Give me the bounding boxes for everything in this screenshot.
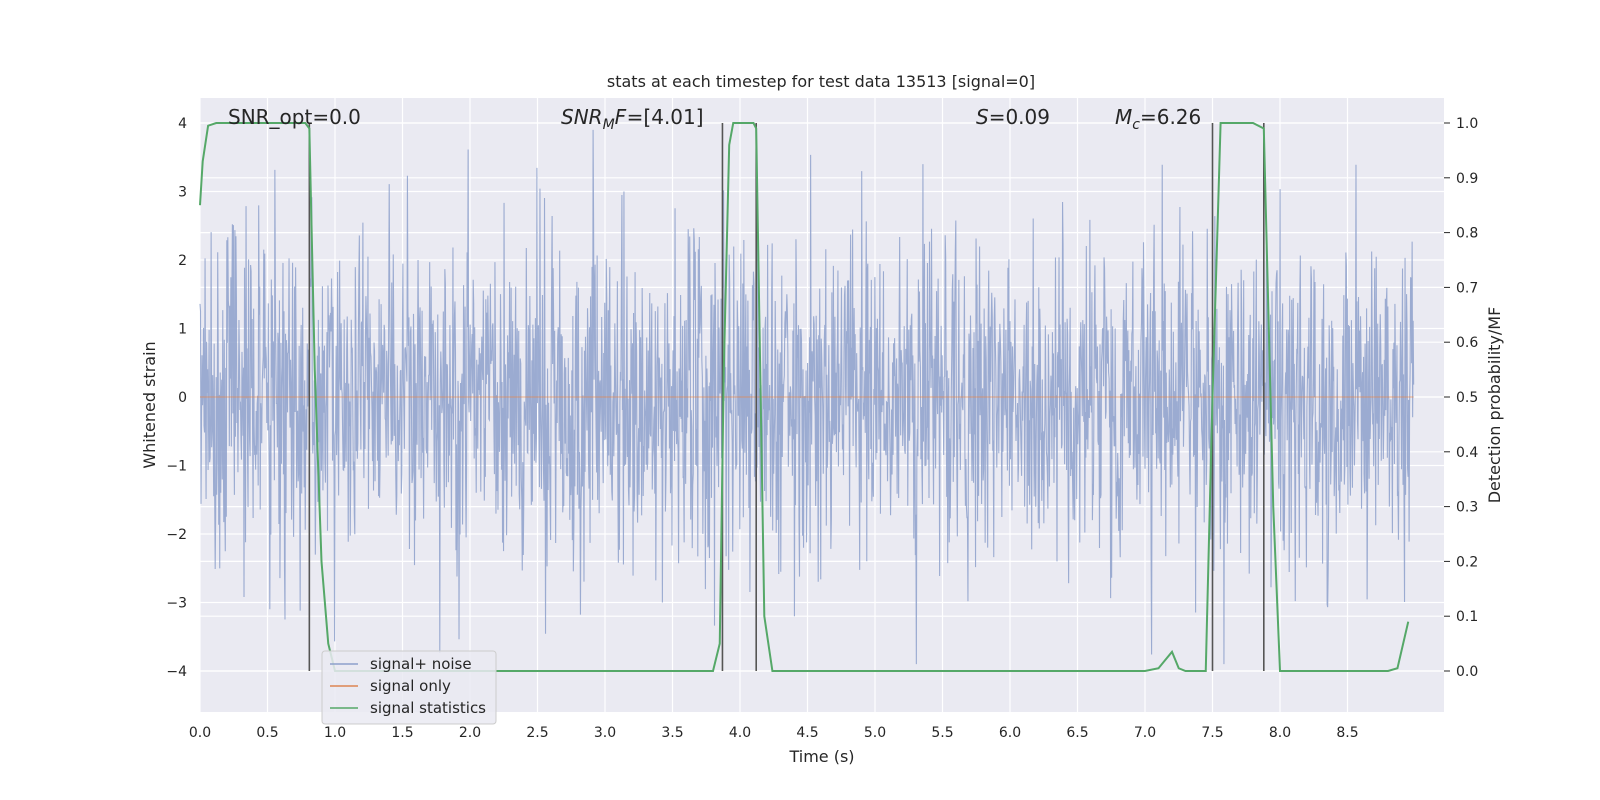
right-y-tick-label-0: 0.0 [1456, 664, 1478, 680]
x-tick-label-1: 0.5 [256, 725, 278, 741]
x-tick-label-17: 8.5 [1336, 725, 1358, 741]
x-tick-label-2: 1.0 [324, 725, 346, 741]
right-y-tick-label-7: 0.7 [1456, 280, 1478, 296]
legend-label-signal-statistics: signal statistics [370, 699, 486, 717]
chart-title: stats at each timestep for test data 135… [607, 72, 1035, 91]
right-y-tick-label-2: 0.2 [1456, 554, 1478, 570]
right-y-tick-label-8: 0.8 [1456, 226, 1478, 242]
x-tick-label-4: 2.0 [459, 725, 481, 741]
x-tick-label-10: 5.0 [864, 725, 886, 741]
right-y-tick-label-4: 0.4 [1456, 445, 1478, 461]
s-symbol: S [976, 105, 989, 129]
right-y-axis-ticks: 0.0 0.1 0.2 0.3 0.4 0.5 0.6 0.7 0.8 0.9 1.0 [1444, 116, 1478, 680]
right-y-tick-label-5: 0.5 [1456, 390, 1478, 406]
mc-subscript: c [1132, 117, 1140, 133]
x-tick-label-11: 5.5 [931, 725, 953, 741]
left-y-axis-ticks: −4 −3 −2 −1 0 1 2 3 4 [166, 116, 187, 680]
legend-label-signal-only: signal only [370, 677, 451, 695]
annotation-snr-mf: SNRMF [561, 105, 627, 133]
left-y-tick-label-3: −1 [166, 459, 187, 475]
annotation-mc: Mc=6.26 [1115, 105, 1201, 133]
left-y-tick-label-7: 3 [178, 185, 187, 201]
x-tick-label-0: 0.0 [189, 725, 211, 741]
left-y-axis-label: Whitened strain [140, 341, 159, 468]
signal-statistics-line [199, 122, 1410, 672]
right-y-axis-label: Detection probability/MF [1485, 307, 1504, 504]
x-tick-label-14: 7.0 [1134, 725, 1156, 741]
x-axis-ticks: 0.0 0.5 1.0 1.5 2.0 2.5 3.0 3.5 4.0 4.5 5.0 5.5 6.0 6… [189, 725, 1359, 741]
annotation-s: S=0.09 [976, 105, 1050, 129]
left-y-tick-label-0: −4 [166, 664, 187, 680]
x-tick-label-7: 3.5 [661, 725, 683, 741]
mc-symbol: M [1115, 105, 1132, 129]
legend-box [321, 650, 497, 725]
mc-value: =6.26 [1140, 105, 1201, 129]
snr-mf-subscript: M [603, 117, 615, 133]
right-y-tick-label-10: 1.0 [1456, 116, 1478, 132]
left-y-tick-label-5: 1 [178, 322, 187, 338]
x-tick-label-12: 6.0 [999, 725, 1021, 741]
x-tick-label-8: 4.0 [729, 725, 751, 741]
left-y-tick-label-2: −2 [166, 527, 187, 543]
right-y-tick-label-9: 0.9 [1456, 171, 1478, 187]
left-y-tick-label-8: 4 [178, 116, 187, 132]
x-axis-label: Time (s) [788, 747, 854, 766]
x-tick-label-3: 1.5 [391, 725, 413, 741]
series-signal-statistics [199, 122, 1410, 672]
snr-mf-f: F [615, 105, 627, 129]
snr-mf-symbol: SNR [561, 105, 603, 129]
legend: signal+ noise signal only signal statist… [321, 650, 497, 725]
s-value: =0.09 [989, 105, 1050, 129]
x-tick-label-6: 3.0 [594, 725, 616, 741]
left-y-tick-label-6: 2 [178, 253, 187, 269]
legend-label-signal-noise: signal+ noise [370, 655, 472, 673]
right-y-tick-label-1: 0.1 [1456, 609, 1478, 625]
left-y-tick-label-1: −3 [166, 596, 187, 612]
x-tick-label-13: 6.5 [1066, 725, 1088, 741]
x-tick-label-5: 2.5 [526, 725, 548, 741]
left-y-tick-label-4: 0 [178, 390, 187, 406]
annotation-snr-opt: SNR_opt=0.0 [228, 105, 361, 129]
x-tick-label-16: 8.0 [1269, 725, 1291, 741]
x-tick-label-15: 7.5 [1201, 725, 1223, 741]
right-y-tick-label-3: 0.3 [1456, 500, 1478, 516]
annotation-snr-mf-value: =[4.01] [627, 105, 704, 129]
x-tick-label-9: 4.5 [796, 725, 818, 741]
right-y-tick-label-6: 0.6 [1456, 335, 1478, 351]
